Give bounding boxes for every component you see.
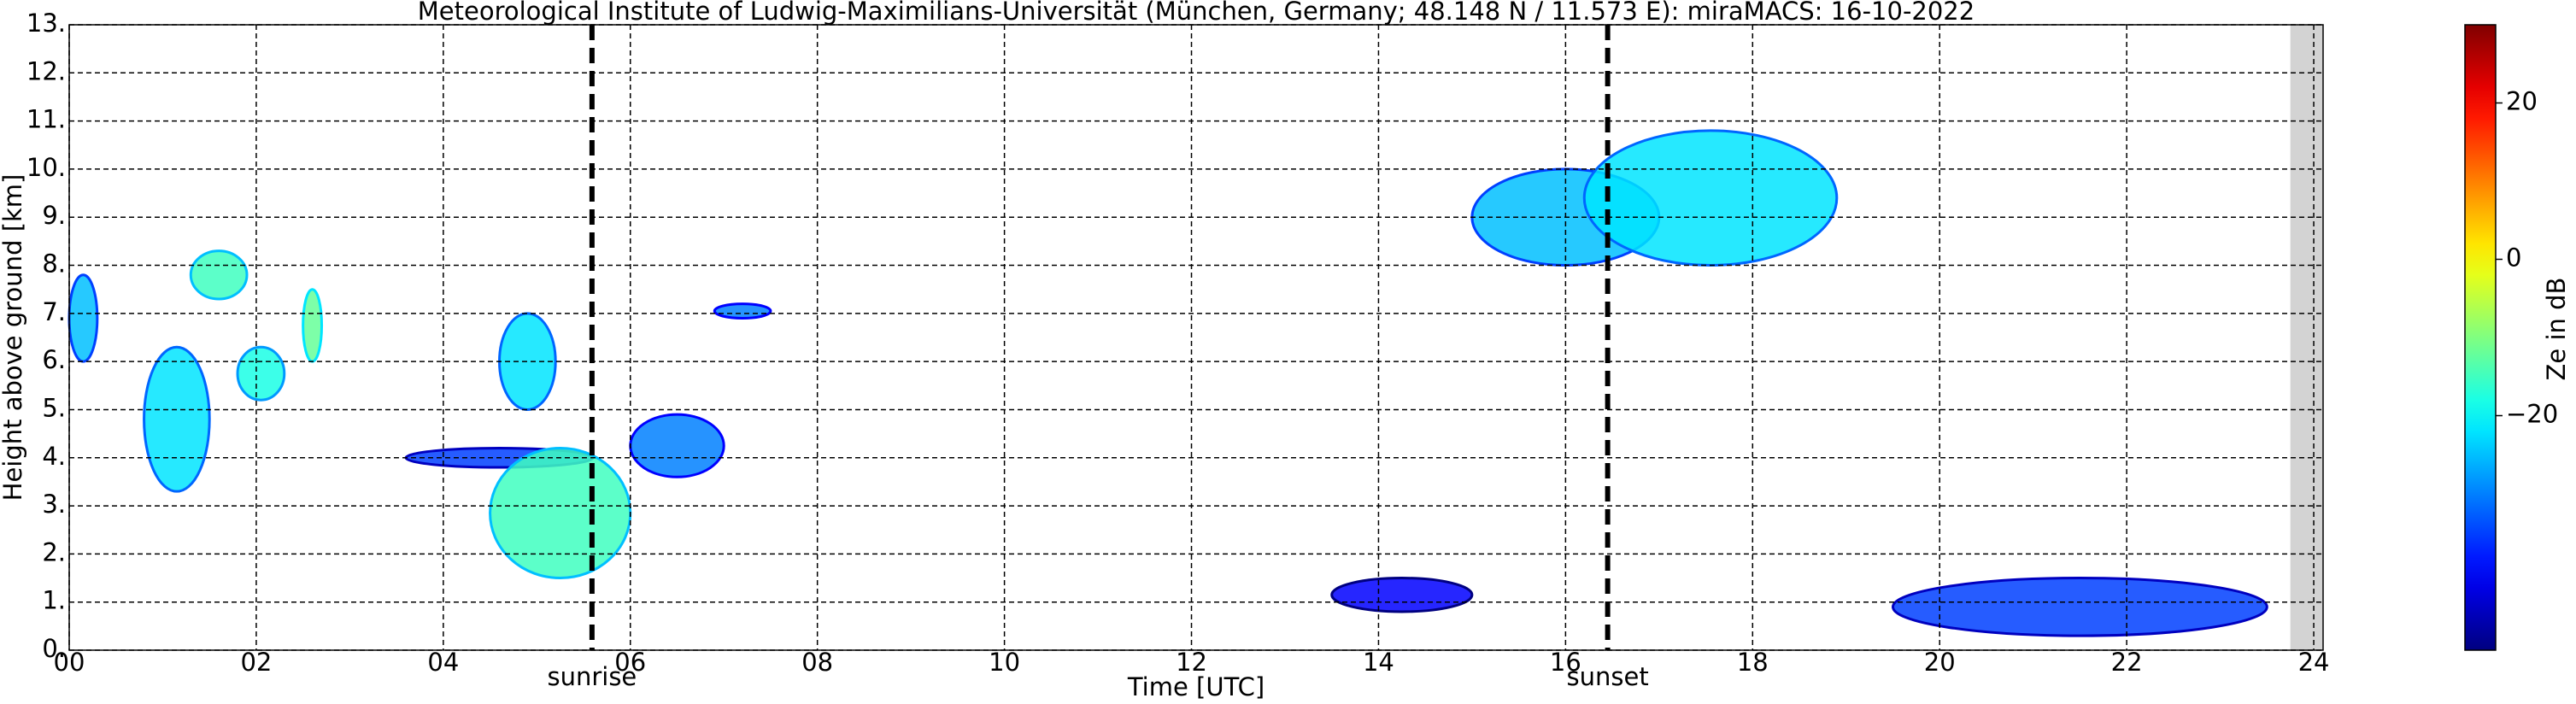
- y-tick-label: 1.: [42, 586, 66, 615]
- plot-area: [69, 25, 2323, 650]
- y-tick-label: 6.: [42, 345, 66, 374]
- plot-frame: [68, 24, 2324, 651]
- x-tick-label: 12: [1176, 648, 1207, 677]
- x-tick-label: 14: [1363, 648, 1394, 677]
- radar-echo: [143, 345, 211, 493]
- y-tick-label: 4.: [42, 442, 66, 471]
- x-tick-label: 06: [614, 648, 646, 677]
- colorbar-tick-label: 0: [2506, 243, 2521, 273]
- radar-echo: [1330, 577, 1474, 613]
- chart-title: Meteorological Institute of Ludwig-Maxim…: [418, 0, 1975, 26]
- y-tick-label: 5.: [42, 393, 66, 422]
- colorbar-label: Ze in dB: [2542, 278, 2571, 381]
- event-label: sunset: [1567, 662, 1649, 691]
- no-data-band: [2290, 25, 2323, 650]
- x-tick-label: 16: [1550, 648, 1581, 677]
- y-tick-label: 0.: [42, 634, 66, 663]
- radar-echo: [236, 345, 286, 402]
- radar-echo: [629, 413, 725, 478]
- x-tick-label: 08: [801, 648, 833, 677]
- colorbar-tick-label: 20: [2506, 87, 2538, 116]
- y-tick-label: 9.: [42, 201, 66, 230]
- y-tick-label: 3.: [42, 490, 66, 519]
- radar-echo: [302, 288, 324, 363]
- x-tick-label: 18: [1737, 648, 1769, 677]
- y-axis-label: Height above ground [km]: [0, 174, 27, 502]
- x-tick-label: 20: [1924, 648, 1956, 677]
- y-tick-label: 13.: [26, 9, 66, 38]
- y-tick-label: 2.: [42, 537, 66, 566]
- event-label: sunrise: [547, 662, 637, 691]
- x-tick-label: 10: [989, 648, 1020, 677]
- x-tick-label: 22: [2111, 648, 2143, 677]
- radar-echo: [489, 447, 632, 580]
- colorbar-tick-label: −20: [2506, 400, 2558, 429]
- x-tick-label: 02: [240, 648, 272, 677]
- radar-echo: [1891, 577, 2268, 637]
- y-tick-label: 12.: [26, 56, 66, 85]
- x-axis-label: Time [UTC]: [1127, 672, 1265, 701]
- y-tick-label: 8.: [42, 249, 66, 279]
- y-tick-label: 11.: [26, 105, 66, 134]
- x-tick-label: 00: [54, 648, 85, 677]
- radar-echo: [67, 273, 99, 363]
- radar-echo: [189, 249, 249, 301]
- x-tick-label: 24: [2298, 648, 2330, 677]
- x-tick-label: 04: [427, 648, 459, 677]
- y-tick-label: 7.: [42, 297, 66, 326]
- radar-echo: [713, 302, 772, 320]
- y-tick-label: 10.: [26, 153, 66, 182]
- radar-echo: [1582, 129, 1839, 267]
- colorbar: [2464, 24, 2497, 651]
